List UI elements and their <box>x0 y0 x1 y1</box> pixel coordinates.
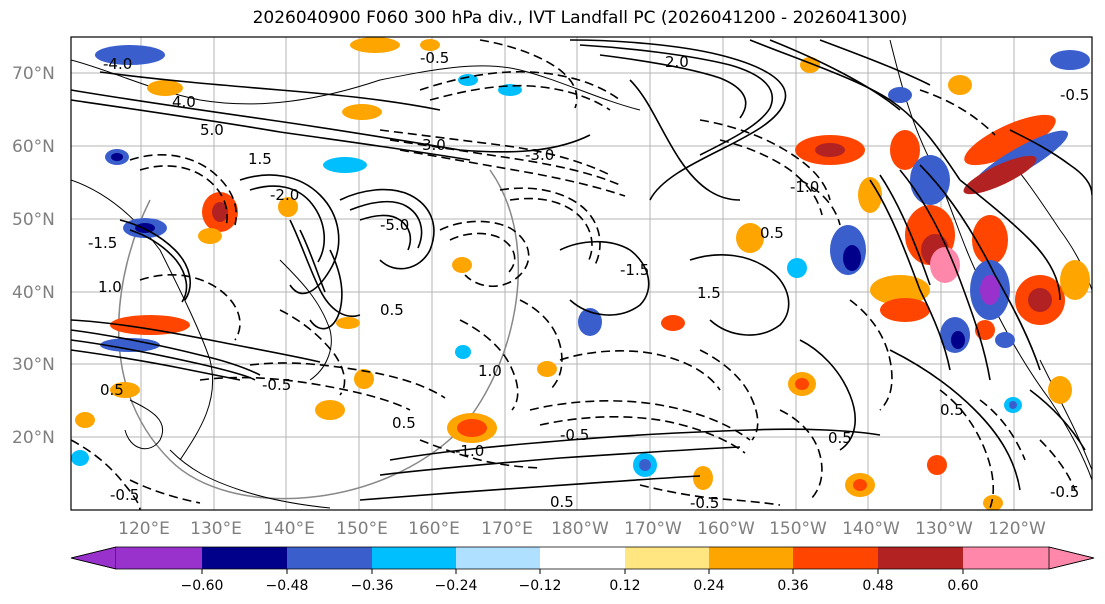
lon-label-170w: 170°W <box>624 519 682 539</box>
colorbar-outline <box>70 546 1095 570</box>
lon-label-120w: 120°W <box>988 519 1046 539</box>
colorbar-tick-label: 0.36 <box>777 578 808 594</box>
dashed-contours <box>71 39 1076 510</box>
colorbar-bin <box>878 547 963 569</box>
colorbar-bin <box>456 547 540 569</box>
contour-label: -0.5 <box>262 376 291 394</box>
lon-label-130w: 130°W <box>915 519 973 539</box>
map-title: 2026040900 F060 300 hPa div., IVT Landfa… <box>252 8 908 28</box>
colorbar-tick-label: 0.12 <box>609 578 640 594</box>
lat-label-50n: 50°N <box>12 210 55 230</box>
lat-label-60n: 60°N <box>12 137 55 157</box>
lon-label-180w: 180°W <box>551 519 609 539</box>
lat-label-40n: 40°N <box>12 283 55 303</box>
contour-label: 0.5 <box>392 414 416 432</box>
lat-label-70n: 70°N <box>12 64 55 84</box>
colorbar-tick-label: 0.60 <box>947 578 978 594</box>
colorbar-bin <box>709 547 793 569</box>
contour-labels: 4.0 -4.0 5.0 -5.0 1.5 -1.5 1.0 -1.0 0.5 … <box>88 49 1089 512</box>
contour-label: -2.0 <box>270 186 299 204</box>
lon-label-120e: 120°E <box>118 519 170 539</box>
colorbar-bin <box>202 547 287 569</box>
colorbar-extend-max <box>1048 546 1095 570</box>
contour-label: -4.0 <box>103 55 132 73</box>
contour-label: 0.5 <box>940 401 964 419</box>
contour-label: -0.5 <box>560 426 589 444</box>
latitude-labels: 70°N 60°N 50°N 40°N 30°N 20°N <box>12 64 55 448</box>
lon-label-140w: 140°W <box>842 519 900 539</box>
colorbar-tick-label: 0.48 <box>862 578 893 594</box>
contour-label: 0.5 <box>100 381 124 399</box>
contour-label: 1.5 <box>248 150 272 168</box>
colorbar-tick-label: −0.36 <box>351 578 394 594</box>
contour-label: -1.0 <box>790 178 819 196</box>
contour-label: -0.5 <box>110 486 139 504</box>
lon-label-160w: 160°W <box>697 519 755 539</box>
lon-label-170e: 170°E <box>481 519 533 539</box>
contour-label: -0.5 <box>420 49 449 67</box>
contour-label: -1.0 <box>455 442 484 460</box>
colorbar-tick-label: −0.12 <box>519 578 562 594</box>
contour-label: 1.5 <box>697 284 721 302</box>
contour-label: 3.0 <box>422 136 446 154</box>
lon-label-160e: 160°E <box>408 519 460 539</box>
lon-label-130e: 130°E <box>190 519 242 539</box>
map-frame <box>70 36 1093 511</box>
lat-label-20n: 20°N <box>12 428 55 448</box>
colorbar-bin <box>287 547 372 569</box>
colorbar: −0.60 −0.48 −0.36 −0.24 −0.12 0.12 0.24 … <box>70 546 1095 594</box>
contour-label: 0.5 <box>760 224 784 242</box>
colorbar-tick-label: −0.24 <box>435 578 478 594</box>
colorbar-bin <box>116 547 202 569</box>
lon-label-150e: 150°E <box>336 519 388 539</box>
colorbar-bin <box>625 547 709 569</box>
contour-label: -3.0 <box>525 146 554 164</box>
contour-label: 4.0 <box>172 93 196 111</box>
contour-label: 0.5 <box>380 301 404 319</box>
colorbar-tick-label: −0.60 <box>181 578 224 594</box>
longitude-labels: 120°E 130°E 140°E 150°E 160°E 170°E 180°… <box>118 519 1046 539</box>
contour-label: -1.5 <box>88 234 117 252</box>
contour-label: -0.5 <box>1050 483 1079 501</box>
colorbar-bin <box>372 547 456 569</box>
contour-label: 5.0 <box>200 121 224 139</box>
colorbar-tick-label: −0.48 <box>266 578 309 594</box>
lat-label-30n: 30°N <box>12 355 55 375</box>
contour-label: 2.0 <box>665 53 689 71</box>
lon-label-140e: 140°E <box>263 519 315 539</box>
contour-label: 1.0 <box>478 362 502 380</box>
contour-label: 0.5 <box>550 493 574 511</box>
colorbar-bin <box>963 547 1049 569</box>
solid-contours <box>71 39 1092 501</box>
lon-label-150w: 150°W <box>769 519 827 539</box>
colorbar-tick-label: 0.24 <box>693 578 724 594</box>
colorbar-bin <box>793 547 878 569</box>
contour-label: 0.5 <box>828 429 852 447</box>
contour-label: -5.0 <box>380 216 409 234</box>
contour-label: -0.5 <box>1060 86 1089 104</box>
colorbar-bin <box>540 547 625 569</box>
colorbar-extend-min <box>70 546 117 570</box>
contour-label: -1.5 <box>620 261 649 279</box>
contour-label: -0.5 <box>690 494 719 512</box>
contour-label: 1.0 <box>98 278 122 296</box>
